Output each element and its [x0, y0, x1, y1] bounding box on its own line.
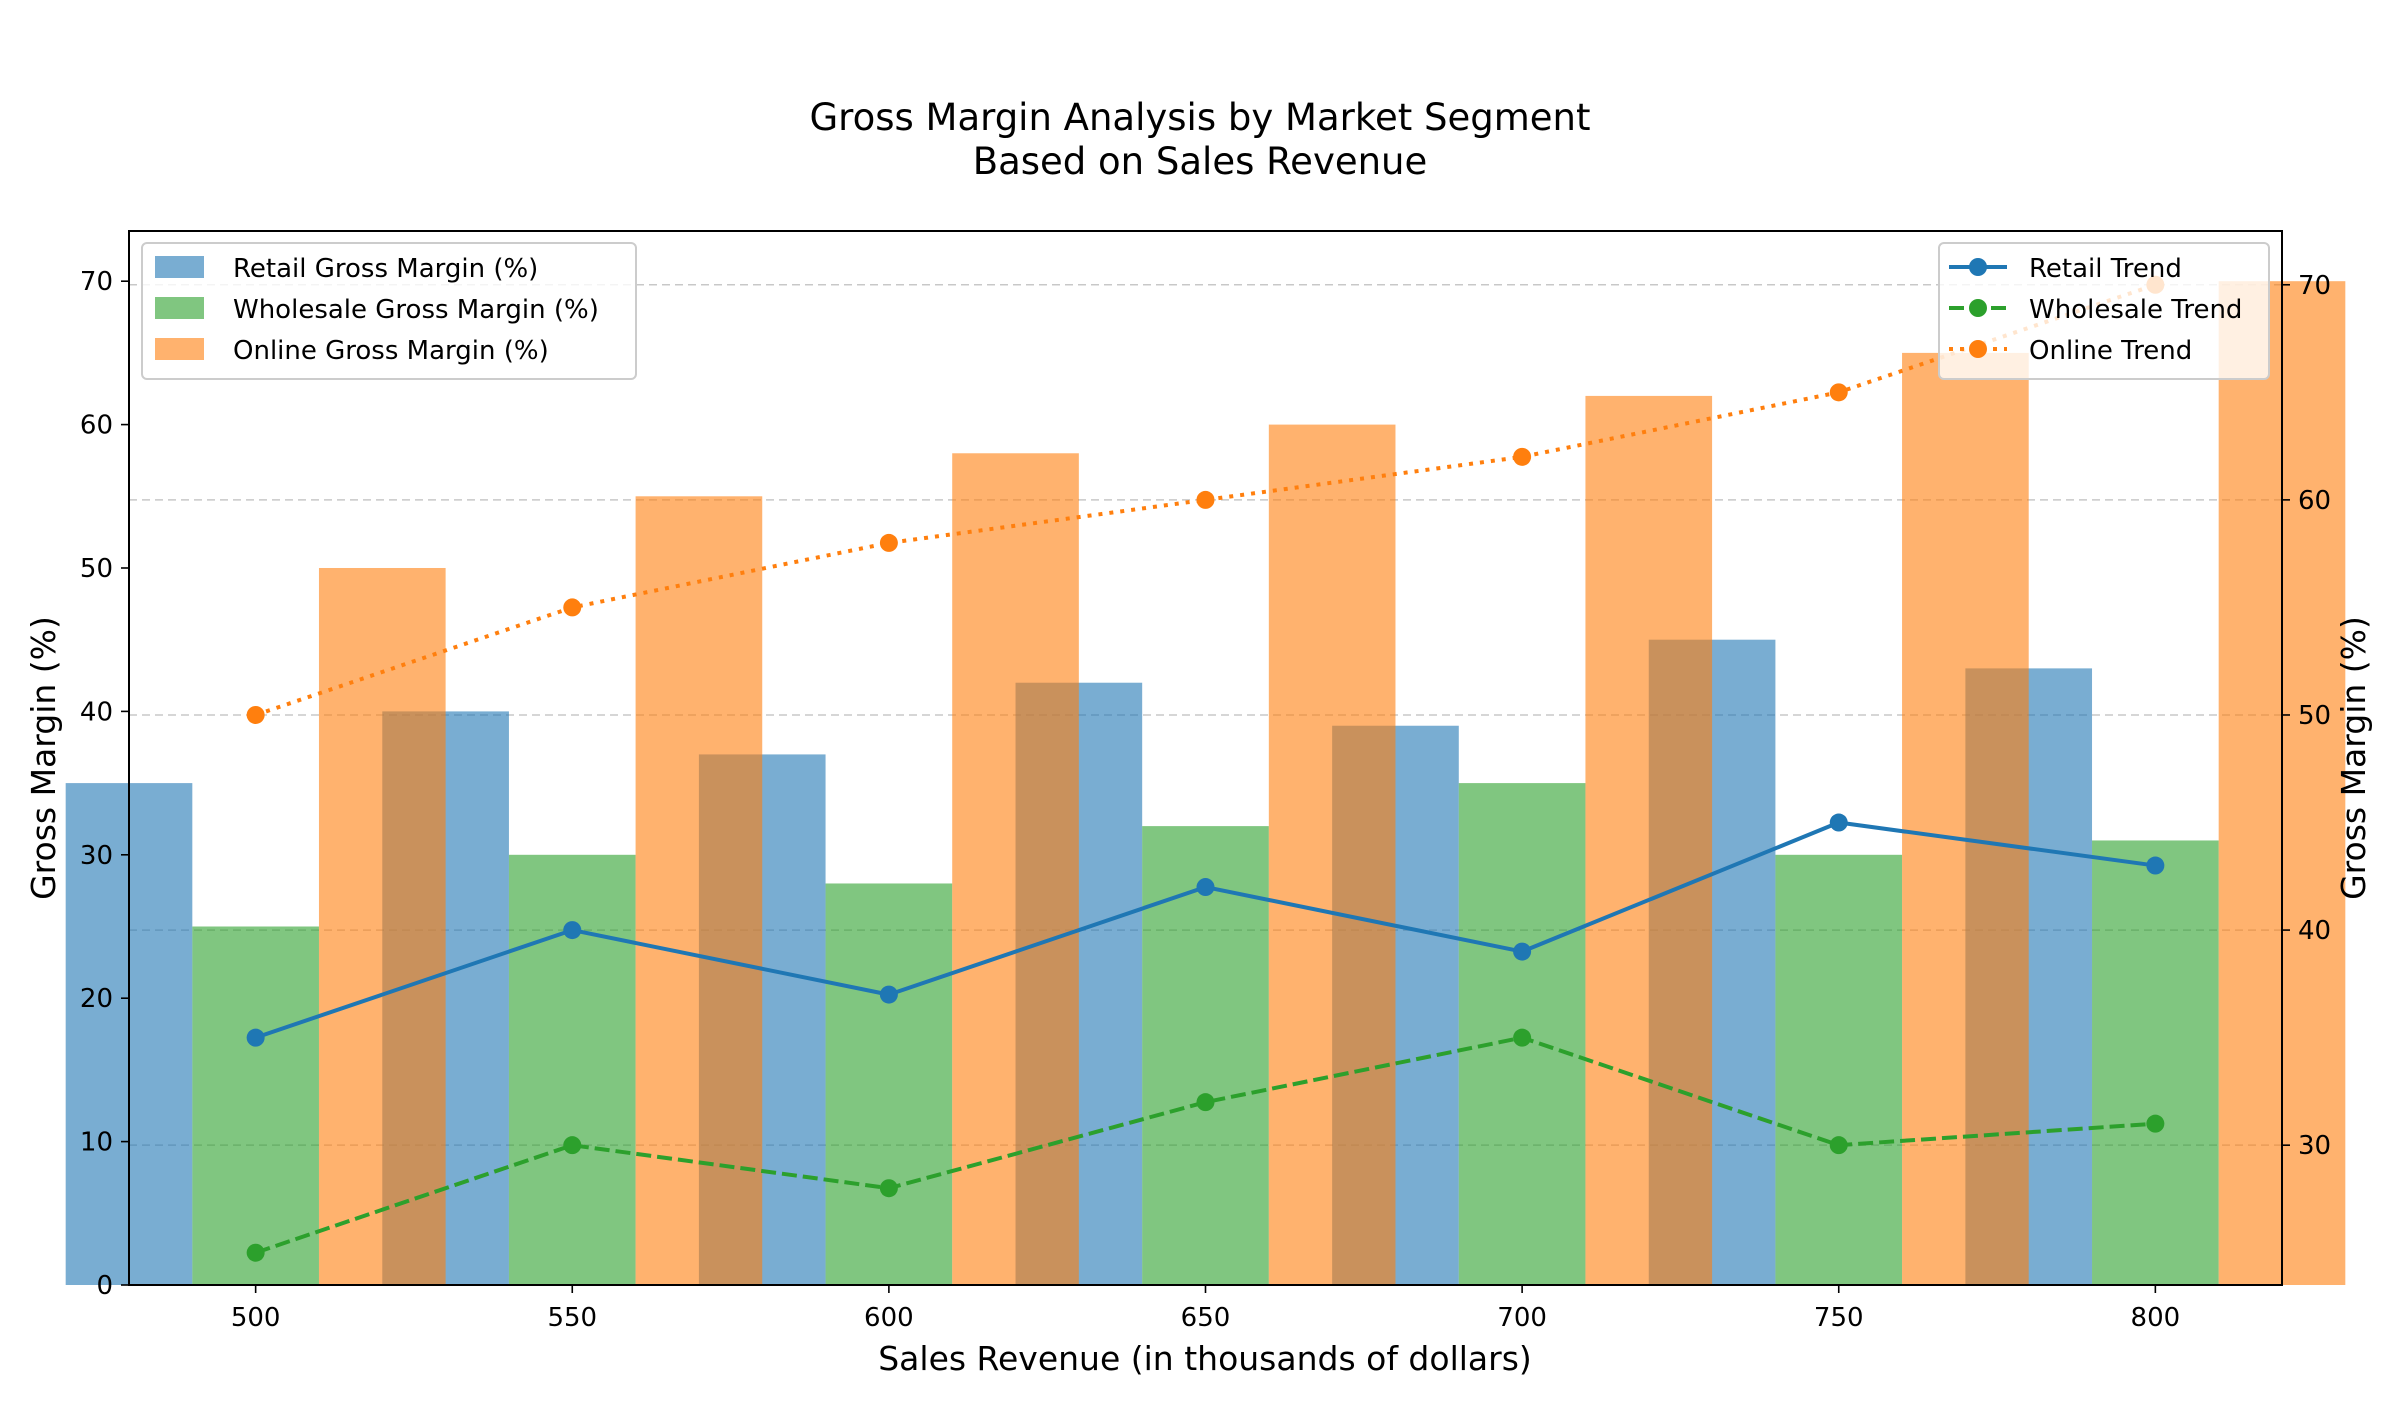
legend-trends: Retail Trend Wholesale Trend Online Tren…: [1938, 242, 2270, 380]
x-tick-label-750: 750: [1814, 1303, 1864, 1333]
trend-point-retail-650: [1196, 878, 1215, 897]
y-tick-label-left-70: 70: [80, 267, 113, 297]
y-tick-label-left-30: 30: [80, 841, 113, 871]
y-tick-label-left-40: 40: [80, 697, 113, 727]
trend-point-online-750: [1829, 383, 1848, 402]
bar-wholesale-800: [2092, 840, 2219, 1285]
bar-online-650: [1268, 424, 1396, 1286]
trend-point-retail-750: [1829, 813, 1848, 832]
x-tick-label-800: 800: [2131, 1303, 2181, 1333]
y-axis-label-left: Gross Margin (%): [24, 616, 63, 900]
trend-point-online-650: [1196, 490, 1215, 509]
legend-label-wholesale-trend: Wholesale Trend: [2029, 295, 2242, 325]
x-tick-label-600: 600: [864, 1303, 914, 1333]
trend-point-online-600: [879, 533, 898, 552]
trend-point-retail-600: [879, 985, 898, 1004]
x-tick-label-550: 550: [547, 1303, 597, 1333]
bar-online-500: [318, 567, 446, 1285]
trend-point-online-700: [1513, 447, 1532, 466]
x-tick-label-500: 500: [231, 1303, 281, 1333]
x-tick-label-650: 650: [1181, 1303, 1231, 1333]
legend-label-online-bar: Online Gross Margin (%): [233, 336, 549, 366]
legend-swatch-wholesale-bar: [155, 297, 204, 319]
trend-point-online-550: [563, 598, 582, 617]
legend-label-online-trend: Online Trend: [2029, 336, 2192, 366]
y-tick-label-left-60: 60: [80, 411, 113, 441]
trend-point-retail-700: [1513, 942, 1532, 961]
y-tick-label-left-20: 20: [80, 984, 113, 1014]
legend-label-wholesale-bar: Wholesale Gross Margin (%): [233, 295, 599, 325]
y-axis-label-right: Gross Margin (%): [2334, 616, 2373, 900]
chart-title-line1: Gross Margin Analysis by Market Segment: [810, 96, 1591, 139]
legend-trends-frame: [1938, 242, 2270, 380]
bar-wholesale-750: [1775, 854, 1903, 1285]
legend-label-retail-trend: Retail Trend: [2029, 254, 2182, 284]
y-tick-label-right-60: 60: [2298, 486, 2331, 516]
y-tick-label-left-50: 50: [80, 554, 113, 584]
bar-wholesale-550: [508, 854, 636, 1285]
trend-point-wholesale-650: [1196, 1093, 1215, 1112]
legend-marker-retail-trend: [1969, 258, 1987, 276]
legend-bars-frame: [141, 242, 637, 380]
legend-bars: Retail Gross Margin (%) Wholesale Gross …: [141, 242, 637, 380]
y-axis-right: 30 40 50 60 70: [2282, 271, 2331, 1161]
y-tick-label-right-50: 50: [2298, 701, 2331, 731]
legend-marker-online-trend: [1969, 340, 1987, 358]
x-axis: 500 550 600 650 700 750 800: [231, 1285, 2180, 1333]
trend-point-wholesale-600: [879, 1179, 898, 1198]
trend-point-retail-500: [246, 1028, 265, 1047]
bar-wholesale-600: [825, 883, 953, 1285]
trend-point-wholesale-750: [1829, 1136, 1848, 1155]
bars-layer: [65, 281, 2346, 1286]
x-axis-label: Sales Revenue (in thousands of dollars): [878, 1339, 1532, 1378]
y-axis-left: 0 10 20 30 40 50 60 70: [80, 267, 129, 1301]
chart-title-line2: Based on Sales Revenue: [973, 140, 1428, 183]
legend-marker-wholesale-trend: [1969, 299, 1987, 317]
x-tick-label-700: 700: [1497, 1303, 1547, 1333]
legend-swatch-online-bar: [155, 338, 204, 360]
y-tick-label-right-40: 40: [2298, 916, 2331, 946]
trend-point-retail-550: [563, 921, 582, 940]
trend-point-wholesale-800: [2146, 1114, 2165, 1133]
bar-online-750: [1902, 352, 2029, 1286]
y-tick-label-left-10: 10: [80, 1128, 113, 1158]
trend-point-retail-800: [2146, 856, 2165, 875]
bar-wholesale-500: [192, 926, 319, 1285]
trend-point-wholesale-500: [246, 1243, 265, 1262]
y-tick-label-right-30: 30: [2298, 1131, 2331, 1161]
lines-layer: [246, 275, 2165, 1262]
trend-point-wholesale-550: [563, 1136, 582, 1155]
y-tick-label-left-0: 0: [96, 1271, 113, 1301]
legend-swatch-retail-bar: [155, 256, 204, 278]
y-tick-label-right-70: 70: [2298, 271, 2331, 301]
trend-point-wholesale-700: [1513, 1028, 1532, 1047]
bar-online-600: [952, 453, 1079, 1285]
legend-label-retail-bar: Retail Gross Margin (%): [233, 254, 538, 284]
bar-online-550: [635, 496, 763, 1286]
bar-online-700: [1585, 395, 1713, 1285]
trend-point-online-500: [246, 705, 265, 724]
